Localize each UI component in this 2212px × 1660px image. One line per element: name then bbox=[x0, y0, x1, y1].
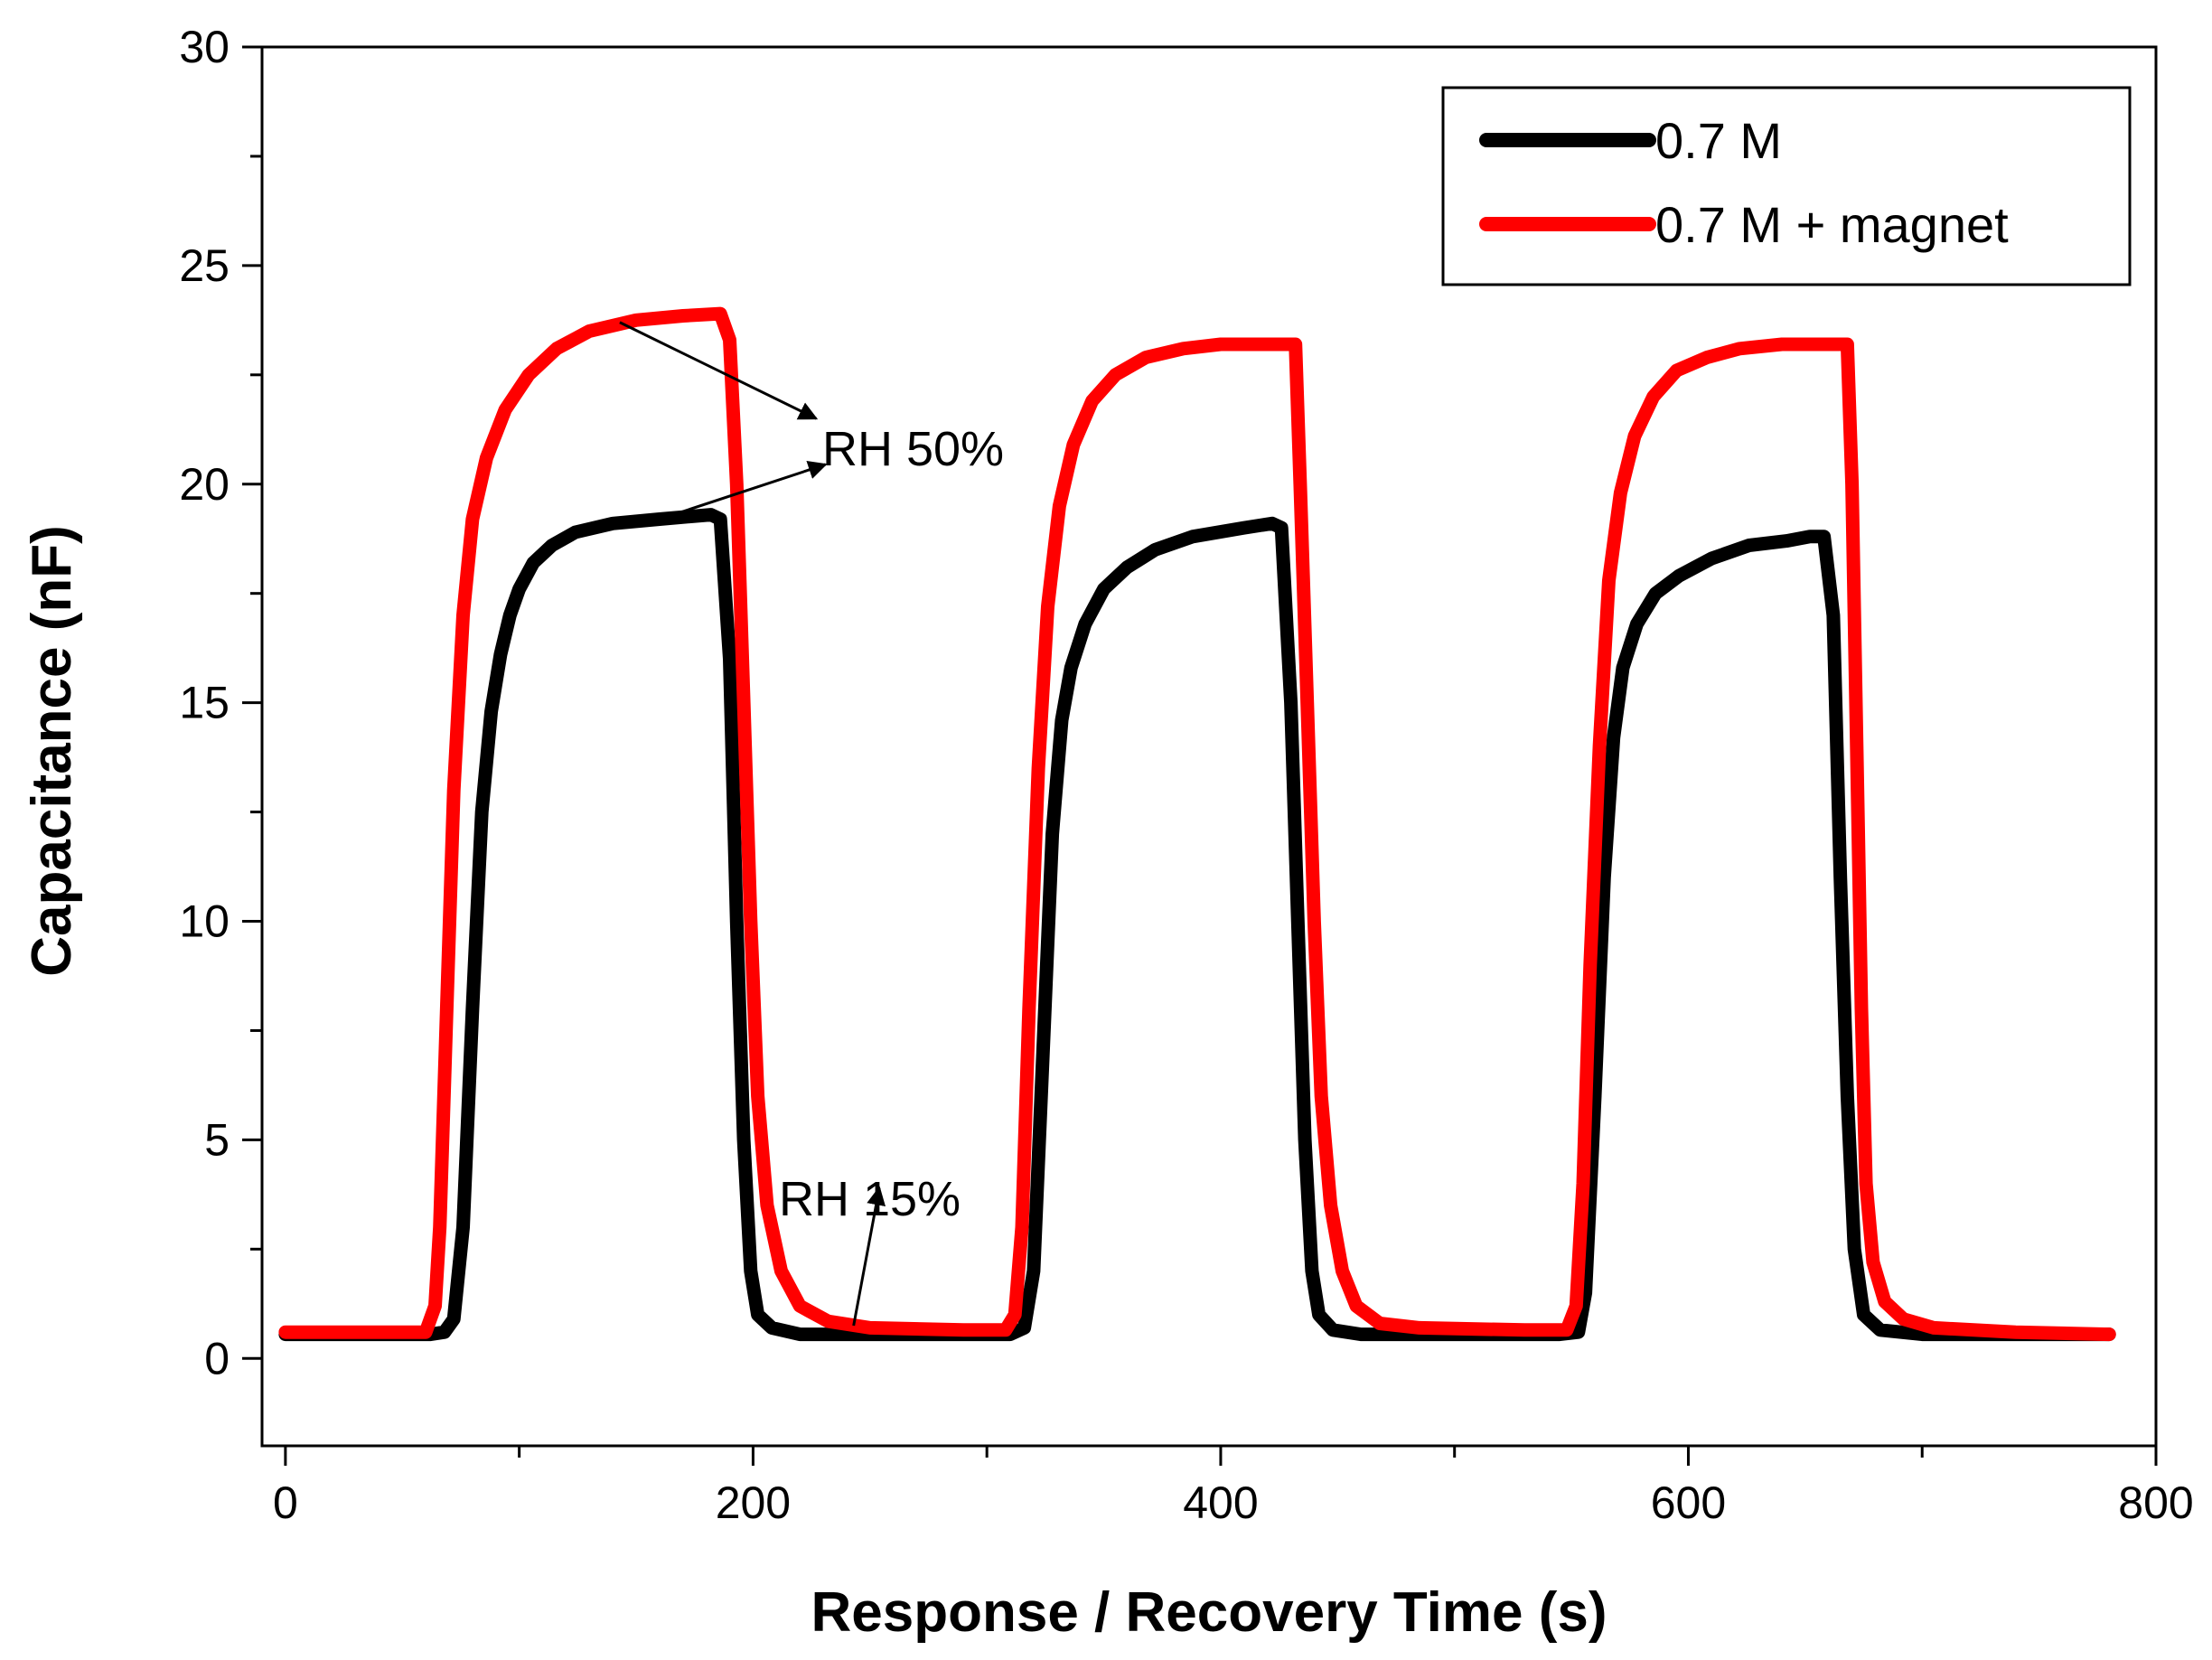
x-axis-title: Response / Recovery Time (s) bbox=[811, 1581, 1607, 1644]
x-tick-label: 800 bbox=[2118, 1477, 2193, 1528]
annotation-rh-50: RH 50% bbox=[822, 422, 1004, 476]
annotations-layer: RH 50% RH 15% bbox=[619, 321, 1004, 1327]
annotation-arrow bbox=[666, 460, 828, 519]
y-tick-label: 30 bbox=[179, 22, 230, 72]
series-layer bbox=[278, 306, 2116, 1342]
legend-label-1: 0.7 M + magnet bbox=[1655, 196, 2009, 253]
plot-frame bbox=[260, 45, 2158, 1448]
y-tick-label: 20 bbox=[179, 459, 230, 510]
series-line-0-7m-magnet bbox=[278, 306, 2116, 1342]
x-tick-label: 400 bbox=[1183, 1477, 1258, 1528]
axis-ticks-layer: 0 200 400 600 800 0 5 10 15 20 25 30 bbox=[179, 22, 2193, 1528]
annotation-rh-15: RH 15% bbox=[779, 1172, 961, 1226]
y-tick-label: 25 bbox=[179, 240, 230, 291]
x-tick-label: 0 bbox=[273, 1477, 298, 1528]
x-tick-label: 200 bbox=[716, 1477, 791, 1528]
x-tick-label: 600 bbox=[1651, 1477, 1726, 1528]
y-tick-label: 15 bbox=[179, 678, 230, 728]
y-tick-label: 0 bbox=[204, 1333, 230, 1383]
annotation-arrow bbox=[852, 1186, 886, 1327]
y-axis-title: Capacitance (nF) bbox=[21, 525, 83, 977]
legend-label-0: 0.7 M bbox=[1655, 112, 1782, 169]
legend-box bbox=[1441, 86, 2132, 286]
legend: 0.7 M 0.7 M + magnet bbox=[1441, 86, 2132, 286]
y-tick-label: 10 bbox=[179, 896, 230, 947]
annotation-arrow bbox=[619, 321, 819, 420]
y-tick-label: 5 bbox=[204, 1114, 230, 1165]
series-line-0-7m bbox=[278, 508, 2116, 1342]
